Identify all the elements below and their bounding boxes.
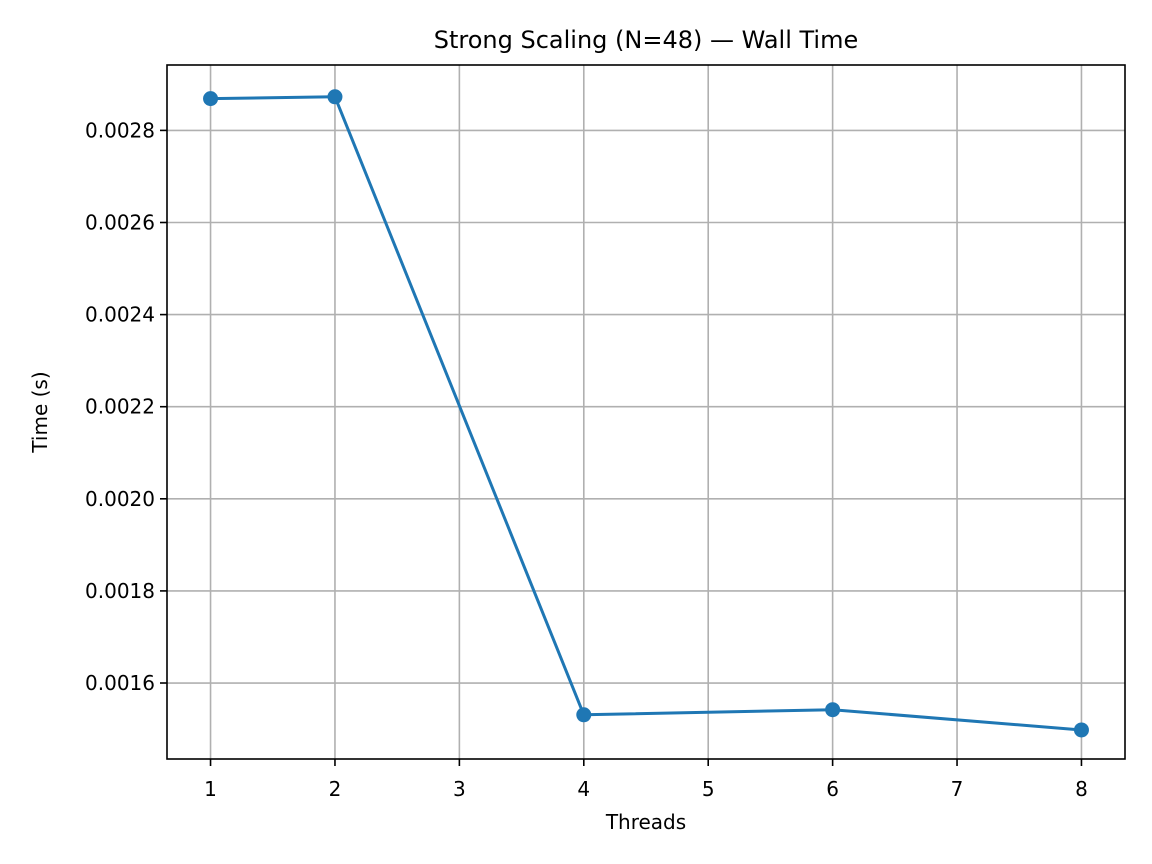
series-line [210, 95, 1082, 732]
data-point [825, 702, 841, 718]
y-tick-label: 0.0016 [85, 671, 155, 695]
y-tick-label: 0.0022 [85, 395, 155, 419]
axis-ticks [160, 129, 1083, 766]
y-axis-label: Time (s) [28, 371, 52, 453]
y-tick-label: 0.0018 [85, 579, 155, 603]
x-tick-label: 3 [453, 777, 466, 801]
data-point [576, 707, 592, 723]
x-tick-label: 2 [329, 777, 342, 801]
grid-lines [167, 65, 1125, 759]
x-axis-label: Threads [605, 810, 686, 834]
x-tick-label: 6 [826, 777, 839, 801]
x-tick-label: 5 [702, 777, 715, 801]
x-tick-label: 7 [951, 777, 964, 801]
y-tick-label: 0.0024 [85, 303, 155, 327]
x-tick-label: 4 [577, 777, 590, 801]
y-tick-label: 0.0028 [85, 118, 155, 142]
x-tick-label: 8 [1075, 777, 1088, 801]
data-series [203, 89, 1089, 738]
x-tick-label: 1 [204, 777, 217, 801]
y-tick-label: 0.0020 [85, 487, 155, 511]
data-point [327, 89, 343, 105]
plot-frame [166, 64, 1126, 760]
y-tick-label: 0.0026 [85, 210, 155, 234]
chart-title: Strong Scaling (N=48) — Wall Time [434, 26, 858, 54]
data-point [203, 91, 219, 107]
tick-labels: 1 2 3 4 5 6 7 8 0.0016 0.0018 0.0020 0.0022 0.0024 0.… [85, 118, 1088, 801]
data-point [1073, 722, 1089, 738]
